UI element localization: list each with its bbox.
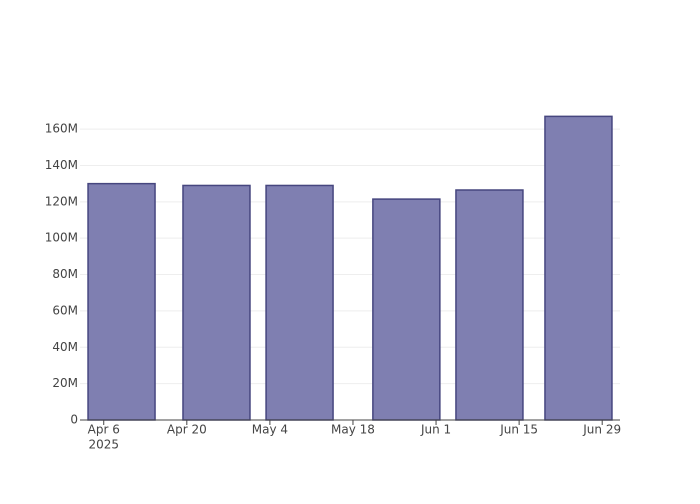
y-tick-label: 160M bbox=[45, 122, 78, 136]
y-tick-label: 20M bbox=[52, 376, 78, 390]
y-tick-label: 80M bbox=[52, 267, 78, 281]
bar bbox=[265, 184, 334, 421]
y-tick-label: 140M bbox=[45, 158, 78, 172]
x-tick-label: Jun 15 bbox=[499, 423, 538, 437]
x-tick-label: Apr 20 bbox=[167, 423, 207, 437]
y-tick-label: 40M bbox=[52, 340, 78, 354]
bar bbox=[372, 198, 441, 421]
bar bbox=[87, 182, 156, 421]
y-tick-label: 0 bbox=[70, 413, 78, 427]
y-tick-label: 100M bbox=[45, 231, 78, 245]
x-tick-label: May 4 bbox=[252, 423, 288, 437]
x-tick-label: Apr 6 bbox=[88, 423, 120, 437]
bar bbox=[182, 184, 251, 421]
bar bbox=[544, 115, 613, 421]
bar bbox=[455, 189, 524, 421]
x-tick-label: Jun 1 bbox=[420, 423, 451, 437]
x-tick-label: May 18 bbox=[331, 423, 375, 437]
x-year-label: 2025 bbox=[88, 438, 119, 452]
y-tick-label: 60M bbox=[52, 303, 78, 317]
y-tick-label: 120M bbox=[45, 194, 78, 208]
x-tick-label: Jun 29 bbox=[582, 423, 621, 437]
